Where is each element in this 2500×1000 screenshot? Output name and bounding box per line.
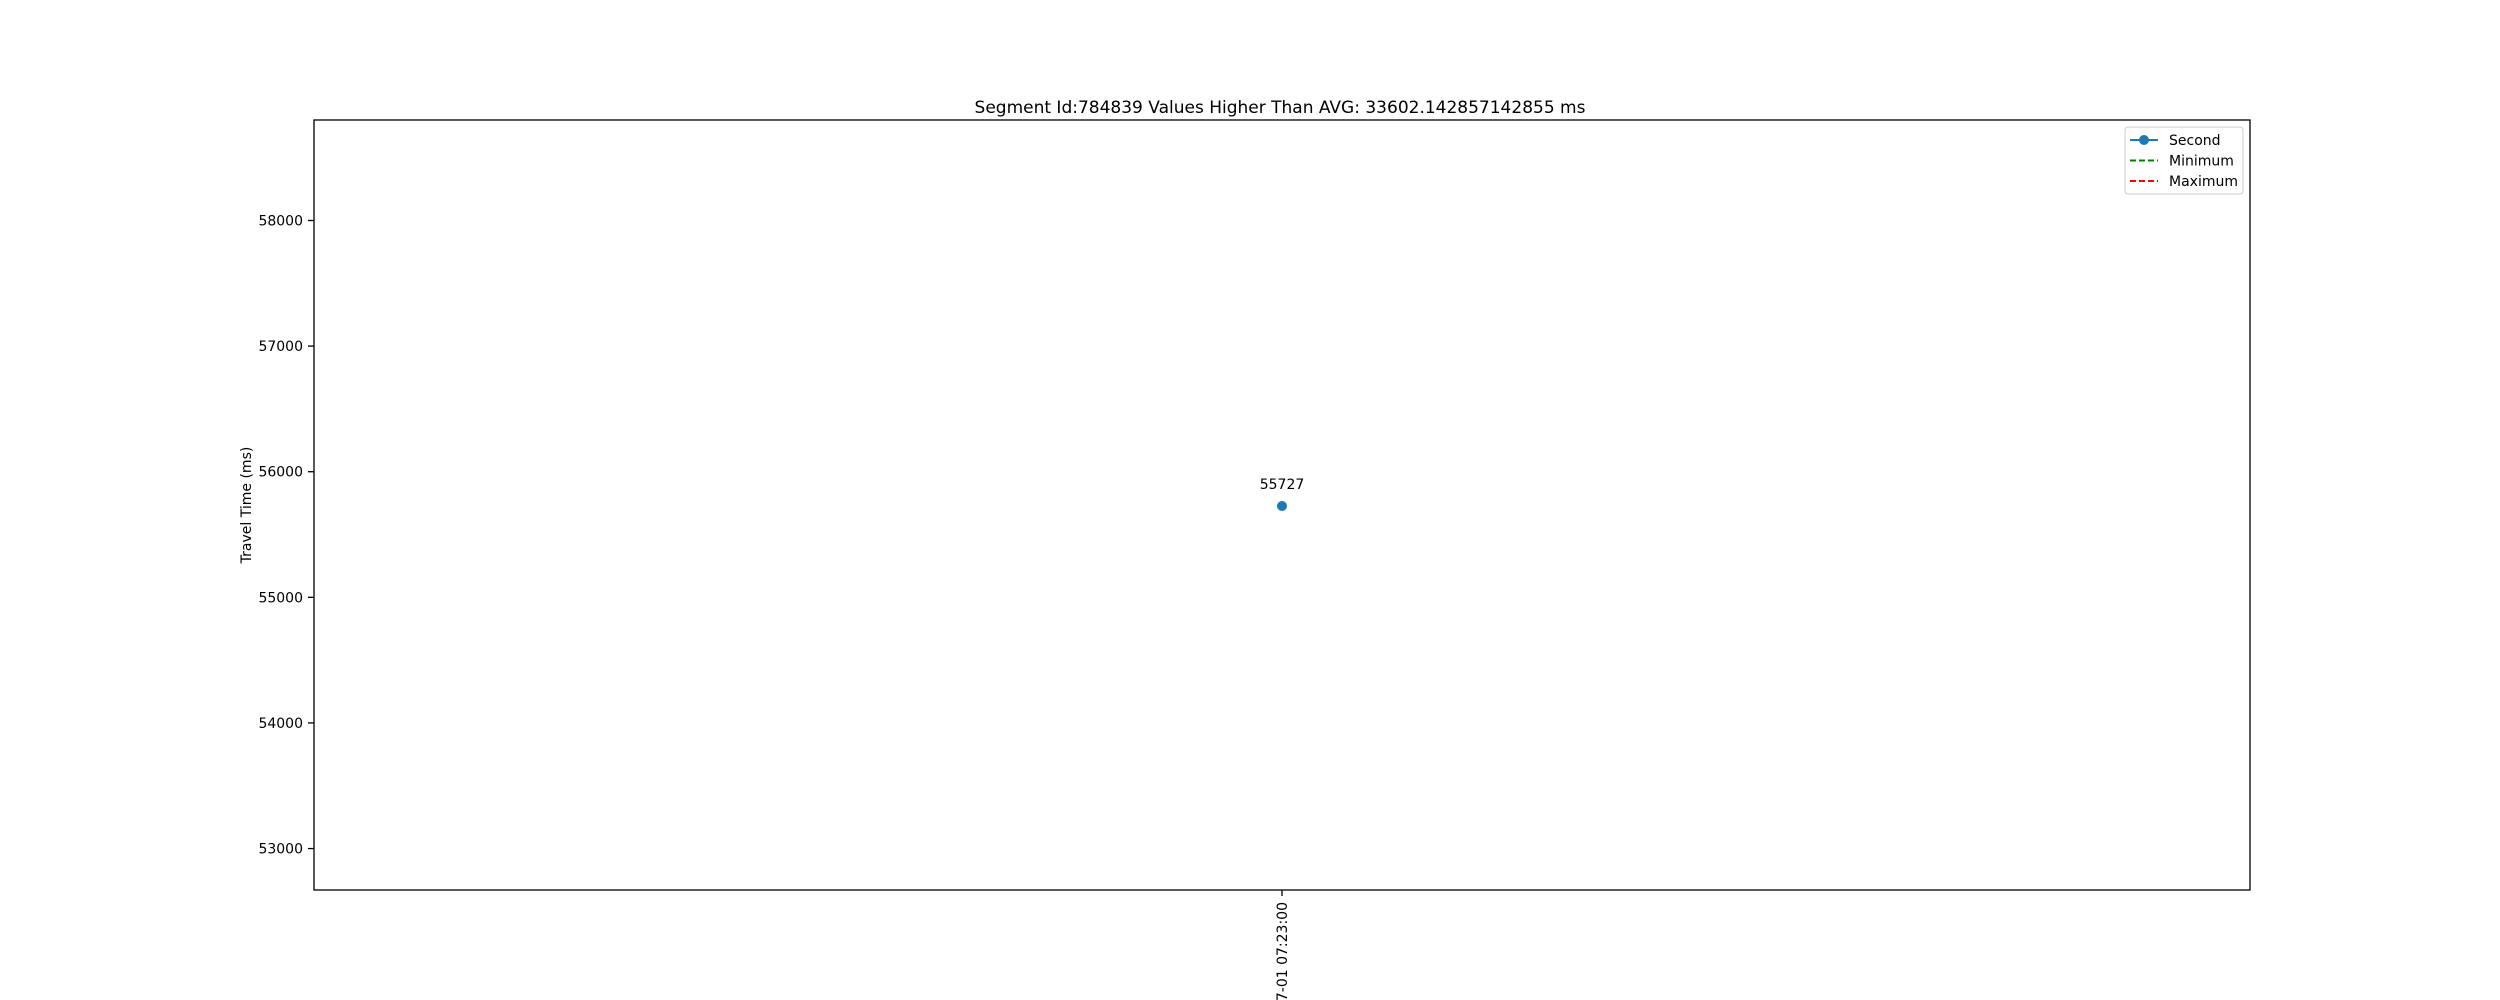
legend-marker	[2139, 135, 2149, 145]
y-tick-label: 56000	[258, 465, 303, 481]
x-axis-ticks: 7-01 07:23:00	[1275, 890, 1291, 1000]
data-series: 55727	[1260, 477, 1305, 512]
legend: Second Minimum Maximum	[2124, 126, 2244, 195]
y-tick-label: 57000	[258, 339, 303, 355]
y-axis-label: Travel Time (ms)	[239, 447, 255, 565]
y-tick-label: 54000	[258, 716, 303, 732]
y-tick-label: 55000	[258, 590, 303, 606]
legend-box	[2124, 126, 2244, 195]
chart-title: Segment Id:784839 Values Higher Than AVG…	[975, 98, 1586, 118]
x-tick-label: 7-01 07:23:00	[1275, 902, 1291, 1000]
y-axis-ticks: 53000 54000 55000 56000 57000 58000	[258, 213, 314, 858]
legend-label: Maximum	[2169, 174, 2238, 190]
legend-label: Second	[2169, 133, 2221, 149]
y-tick-label: 58000	[258, 213, 303, 229]
legend-label: Minimum	[2169, 154, 2234, 170]
y-tick-label: 53000	[258, 842, 303, 858]
data-label: 55727	[1260, 477, 1305, 493]
data-point	[1277, 501, 1287, 512]
